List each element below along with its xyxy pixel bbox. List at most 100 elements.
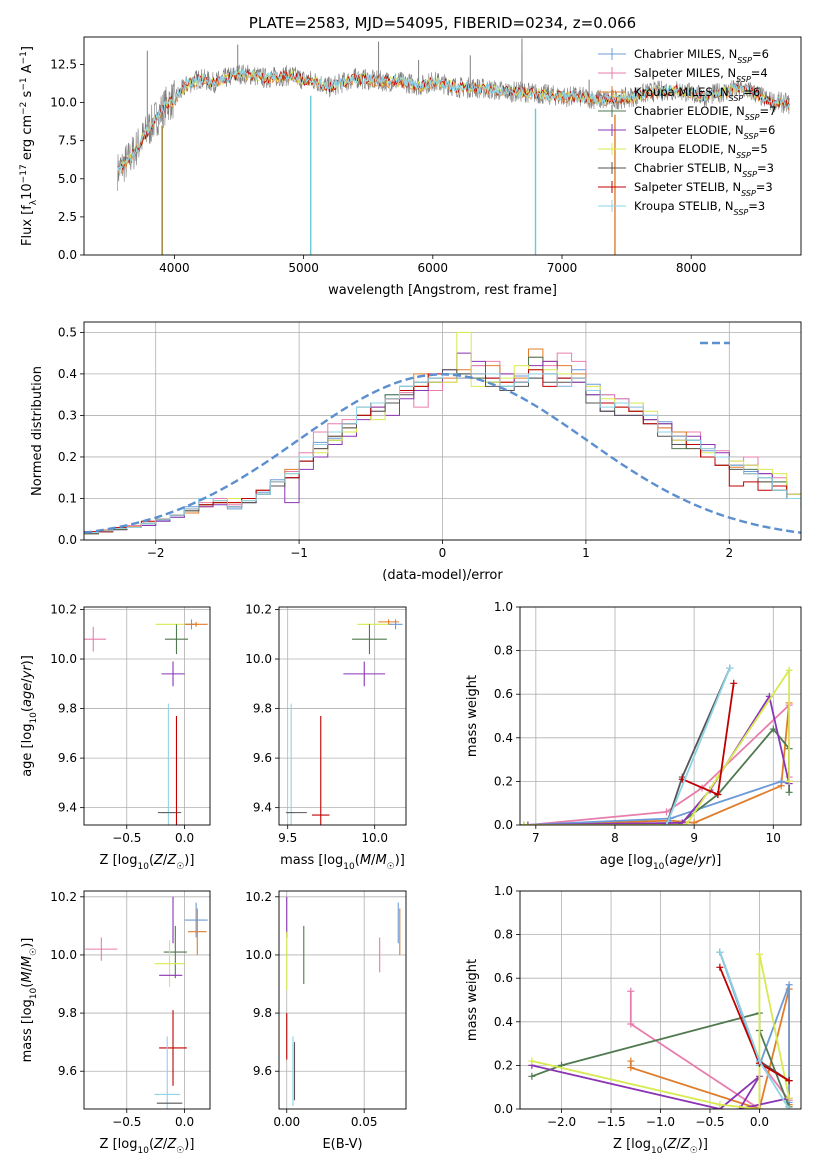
- weight-marker: [755, 950, 763, 958]
- mass_vs_ebv-errorbars: [286, 896, 401, 1107]
- residuals-x-label: (data-model)/error: [382, 568, 503, 583]
- weight-marker: [755, 1105, 763, 1109]
- spectrum-data-line: [117, 64, 790, 192]
- weight-marker: [785, 981, 793, 989]
- x-tick-label: 0.05: [351, 1115, 378, 1129]
- weight-marker: [627, 1057, 635, 1065]
- mass_vs_Z-axes: −0.5 0.0 9.6 9.8 10.0 10.2: [50, 890, 210, 1129]
- x-tick-label: 0.0: [175, 831, 194, 845]
- weight-series-sa_stelib: [681, 683, 735, 796]
- weight-marker: [627, 987, 635, 995]
- y-tick-label: 0.2: [494, 1058, 513, 1072]
- weight-series-sa_elodie: [527, 694, 790, 825]
- weight_vs_Z-y-label: mass weight: [465, 959, 480, 1041]
- x-tick-label: 0.0: [750, 1115, 769, 1129]
- x-tick-label: −0.5: [112, 1115, 141, 1129]
- weight-marker: [726, 664, 734, 672]
- weight-marker: [785, 1105, 793, 1109]
- y-tick-label: 2.5: [58, 210, 77, 224]
- weight-marker: [769, 725, 777, 733]
- y-tick-label: 9.6: [253, 751, 272, 765]
- y-tick-label: 9.6: [58, 751, 77, 765]
- age-vs-Z-x-label: Z [log10(Z/Z☉)]: [100, 853, 195, 872]
- legend-entry: Kroupa ELODIE, NSSP=5: [634, 142, 768, 160]
- x-tick-label: 0.00: [273, 1115, 300, 1129]
- y-tick-label: 10.0: [245, 948, 272, 962]
- y-tick-label: 0.0: [494, 1102, 513, 1116]
- errorbar-point: [84, 626, 106, 652]
- weight-vs-Z-x-label: Z [log10(Z/Z☉)]: [613, 1137, 708, 1156]
- x-tick-label: 8000: [676, 261, 707, 275]
- y-tick-label: 9.8: [58, 702, 77, 716]
- x-tick-label: 7: [532, 831, 540, 845]
- legend-entry: Kroupa MILES, NSSP=6: [634, 85, 760, 103]
- mass_vs_Z-frame: [83, 890, 211, 1110]
- histogram-sa_miles: [84, 352, 801, 533]
- age_vs_Z-errorbars: [84, 619, 208, 825]
- age_vs_mass-errorbars: [285, 619, 403, 825]
- weight-marker: [662, 808, 670, 816]
- spectrum-x-label: wavelength [Angstrom, rest frame]: [328, 283, 557, 298]
- x-tick-label: 10.0: [361, 831, 388, 845]
- weight-marker: [678, 819, 686, 825]
- histogram-ch_elodie: [84, 356, 801, 535]
- x-tick-label: 9: [690, 831, 698, 845]
- weight_vs_age-frame: [519, 606, 802, 826]
- y-tick-label: 0.6: [494, 971, 513, 985]
- y-tick-label: 0.0: [58, 533, 77, 547]
- x-tick-label: 7000: [547, 261, 578, 275]
- weight-marker: [785, 1094, 793, 1102]
- legend-entry: Salpeter STELIB, NSSP=3: [634, 180, 773, 198]
- x-tick-label: 0: [439, 546, 447, 560]
- residual-histograms: [84, 331, 801, 535]
- age-vs-mass-x-label: mass [log10(M/M☉)]: [280, 853, 405, 872]
- y-tick-label: 0.5: [58, 325, 77, 339]
- y-tick-label: 9.8: [253, 1006, 272, 1020]
- y-tick-label: 0.4: [494, 1015, 513, 1029]
- errorbar-point: [188, 908, 207, 955]
- x-tick-label: 1: [582, 546, 590, 560]
- errorbar-point: [378, 619, 400, 625]
- weight-series-ch_stelib: [719, 951, 790, 1082]
- weight-series-ch_miles: [523, 780, 790, 825]
- errorbar-point: [163, 925, 187, 979]
- errorbar-point: [154, 1036, 180, 1109]
- y-tick-label: 0.4: [58, 367, 77, 381]
- weight-marker: [520, 821, 528, 825]
- spectrum-model-line: [117, 68, 790, 174]
- weight-marker: [627, 1020, 635, 1028]
- errorbar-point: [352, 624, 387, 655]
- weight-series-kr_miles: [523, 702, 790, 825]
- y-tick-label: 9.8: [253, 702, 272, 716]
- y-tick-label: 9.4: [58, 801, 77, 815]
- weight-marker: [716, 963, 724, 971]
- weight_vs_Z-frame: [519, 890, 802, 1110]
- weight-series-sa_miles: [629, 991, 790, 1109]
- y-tick-label: 1.0: [494, 884, 513, 898]
- x-tick-label: −0.5: [112, 831, 141, 845]
- x-tick-label: 6000: [418, 261, 449, 275]
- weight-marker: [785, 777, 793, 785]
- x-tick-label: 5000: [288, 261, 319, 275]
- weight-marker: [755, 1057, 763, 1065]
- y-tick-label: 1.0: [494, 600, 513, 614]
- y-tick-label: 10.2: [245, 890, 272, 904]
- y-tick-label: 0.4: [494, 731, 513, 745]
- x-tick-label: −2: [147, 546, 165, 560]
- age-vs-Z-y-label: age [log10(age/yr)]: [20, 655, 39, 777]
- spectrum-axes: 4000 5000 6000 7000 8000 0.0 2.5 5.0 7.5 10.0 12.5: [50, 57, 706, 275]
- errorbar-point: [184, 902, 208, 938]
- x-tick-label: 8: [611, 831, 619, 845]
- weight-marker: [714, 790, 722, 798]
- weight-series-kr_stelib: [665, 667, 731, 825]
- x-tick-label: −1: [290, 546, 308, 560]
- y-tick-label: 0.6: [494, 687, 513, 701]
- errorbar-point: [184, 621, 208, 627]
- y-tick-label: 9.6: [58, 1064, 77, 1078]
- weight_vs_Z-lines: [528, 948, 793, 1109]
- y-tick-label: 10.0: [50, 948, 77, 962]
- y-tick-label: 0.2: [58, 450, 77, 464]
- residuals-axes: −2 −1 0 1 2 0.0 0.1 0.2 0.3 0.4 0.5: [58, 322, 801, 560]
- y-tick-label: 10.0: [245, 652, 272, 666]
